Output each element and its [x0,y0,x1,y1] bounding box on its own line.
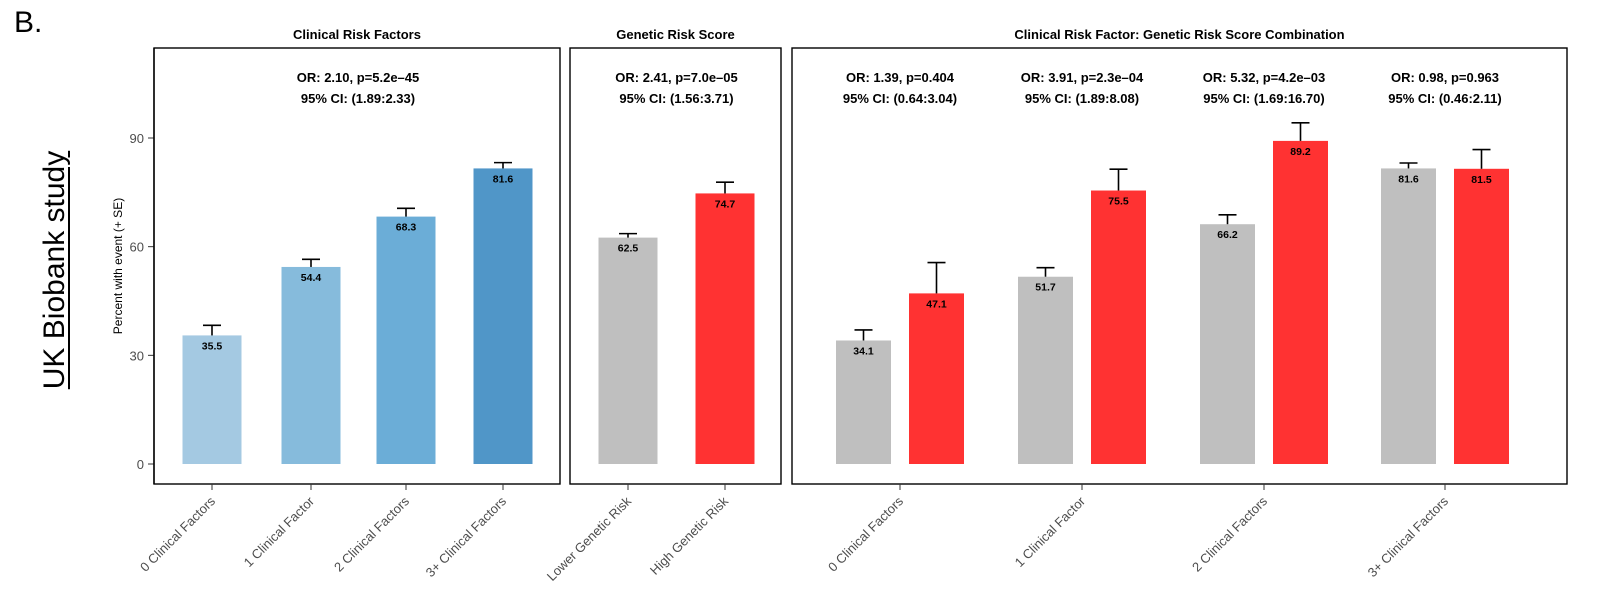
panel-title: Genetic Risk Score [616,27,735,42]
x-tick-label: 0 Clinical Factors [137,493,218,574]
x-tick-label: 2 Clinical Factors [331,493,412,574]
x-tick-label: Lower Genetic Risk [544,493,635,584]
bar [1200,224,1255,464]
data-label: 81.6 [493,173,514,185]
data-label: 81.5 [1471,174,1492,186]
x-tick-label: 2 Clinical Factors [1189,493,1270,574]
bar [281,266,341,464]
panel-frame [569,47,782,485]
x-tick-label: 0 Clinical Factors [825,493,906,574]
bar [182,335,242,464]
annotation-ci: 95% CI: (1.89:8.08) [1025,91,1139,106]
annotation-or: OR: 2.10, p=5.2e–45 [297,70,420,85]
y-tick-label: 90 [130,131,144,146]
annotation-or: OR: 5.32, p=4.2e–03 [1203,70,1326,85]
y-tick-label: 30 [130,348,144,363]
x-tick-label: 1 Clinical Factor [241,493,318,570]
data-label: 68.3 [396,222,417,234]
annotation-or: OR: 0.98, p=0.963 [1391,70,1499,85]
annotation-ci: 95% CI: (1.69:16.70) [1203,91,1324,106]
x-tick-label: High Genetic Risk [647,493,732,578]
data-label: 51.7 [1035,282,1056,294]
x-tick-label: 1 Clinical Factor [1012,493,1089,570]
bar [836,340,891,464]
bar [376,216,436,464]
annotation-or: OR: 1.39, p=0.404 [846,70,955,85]
bar [1273,140,1328,465]
panel-label: B. [14,6,43,39]
bar [1091,190,1146,464]
bar [598,237,658,464]
data-label: 89.2 [1290,146,1311,158]
bar [695,193,755,465]
annotation-ci: 95% CI: (0.64:3.04) [843,91,957,106]
bar [473,168,533,464]
annotation-or: OR: 3.91, p=2.3e–04 [1021,70,1144,85]
y-tick-label: 0 [137,457,144,472]
data-label: 34.1 [853,345,874,357]
panel-frame [791,47,1568,485]
bar [909,293,964,464]
data-label: 66.2 [1217,229,1238,241]
data-label: 74.7 [715,198,736,210]
data-label: 75.5 [1108,196,1129,208]
panel-title: Clinical Risk Factor: Genetic Risk Score… [1014,27,1344,42]
bar [1454,168,1509,465]
x-tick-label: 3+ Clinical Factors [1365,493,1452,580]
data-label: 47.1 [926,298,947,310]
data-label: 54.4 [301,272,322,284]
annotation-ci: 95% CI: (1.89:2.33) [301,91,415,106]
y-tick-label: 60 [130,240,144,255]
annotation-ci: 95% CI: (0.46:2.11) [1388,91,1501,106]
panel-frame [153,47,561,485]
bar [1381,168,1436,464]
data-label: 81.6 [1398,173,1419,185]
panel-title: Clinical Risk Factors [293,27,421,42]
annotation-or: OR: 2.41, p=7.0e–05 [615,70,738,85]
annotation-ci: 95% CI: (1.56:3.71) [619,91,733,106]
bar [1018,276,1073,464]
data-label: 35.5 [202,340,223,352]
x-tick-label: 3+ Clinical Factors [423,493,510,580]
data-label: 62.5 [618,243,639,255]
y-axis-label: Percent with event (+ SE) [111,198,125,334]
